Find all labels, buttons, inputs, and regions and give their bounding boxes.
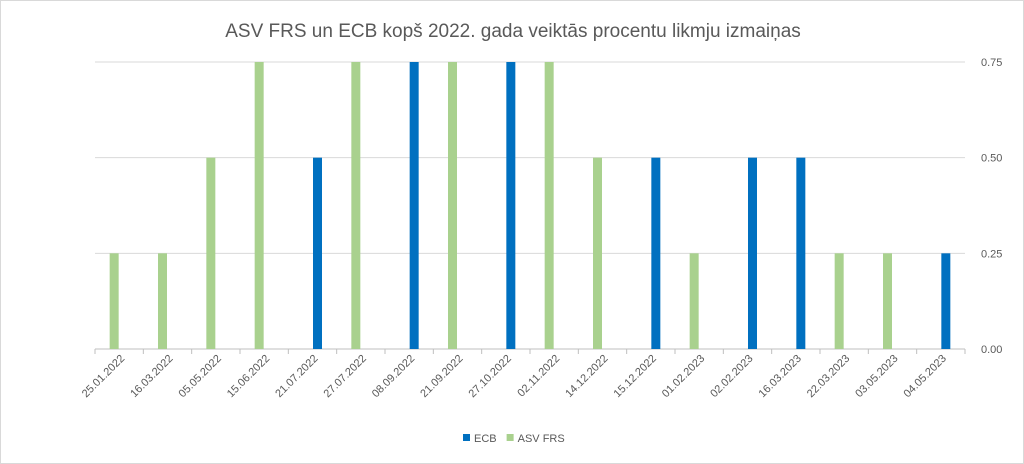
- x-tick-label: 08.09.2022: [370, 353, 417, 400]
- bar-asv-frs: [448, 62, 457, 349]
- x-tick-label: 02.02.2023: [708, 353, 755, 400]
- x-tick-label: 15.06.2022: [225, 353, 272, 400]
- bar-ecb: [941, 253, 951, 349]
- x-tick-label: 03.05.2023: [853, 353, 900, 400]
- bar-asv-frs: [593, 157, 602, 349]
- x-tick-label: 27.10.2022: [467, 353, 514, 400]
- y-tick-label: 0.00: [981, 344, 1002, 356]
- bar-asv-frs: [206, 157, 216, 349]
- bar-asv-frs: [254, 62, 264, 349]
- x-tick-label: 05.05.2022: [177, 353, 224, 400]
- x-tick-label: 02.11.2022: [515, 353, 562, 400]
- bar-asv-frs: [689, 253, 699, 349]
- bar-asv-frs: [544, 62, 554, 349]
- bar-asv-frs: [109, 253, 119, 349]
- x-tick-label: 16.03.2022: [128, 353, 175, 400]
- bar-ecb: [506, 62, 516, 349]
- bar-ecb: [313, 157, 322, 349]
- x-tick-label: 21.09.2022: [418, 353, 465, 400]
- legend-swatch: [506, 434, 514, 441]
- x-tick-label: 27.07.2022: [322, 353, 369, 400]
- x-tick-label: 22.03.2023: [805, 353, 852, 400]
- x-tick-label: 21.07.2022: [273, 353, 320, 400]
- y-tick-label: 0.25: [981, 248, 1002, 260]
- legend-label: ECB: [474, 433, 497, 445]
- x-tick-label: 04.05.2023: [902, 353, 949, 400]
- legend-swatch: [463, 434, 470, 441]
- bar-ecb: [796, 157, 806, 349]
- bar-asv-frs: [351, 62, 361, 349]
- y-tick-label: 0.50: [981, 153, 1002, 165]
- x-tick-label: 14.12.2022: [563, 353, 610, 400]
- bar-asv-frs: [883, 253, 892, 349]
- y-tick-label: 0.75: [981, 57, 1002, 69]
- bar-ecb: [409, 62, 419, 349]
- bar-asv-frs: [834, 253, 844, 349]
- bar-asv-frs: [158, 253, 167, 349]
- x-tick-label: 01.02.2023: [660, 353, 707, 400]
- x-tick-label: 15.12.2022: [612, 353, 659, 400]
- x-tick-label: 16.03.2023: [757, 353, 804, 400]
- legend-label: ASV FRS: [518, 433, 565, 445]
- x-tick-label: 25.01.2022: [80, 353, 127, 400]
- chart-title: ASV FRS un ECB kopš 2022. gada veiktās p…: [225, 21, 801, 42]
- bar-ecb: [748, 157, 757, 349]
- bar-ecb: [651, 157, 661, 349]
